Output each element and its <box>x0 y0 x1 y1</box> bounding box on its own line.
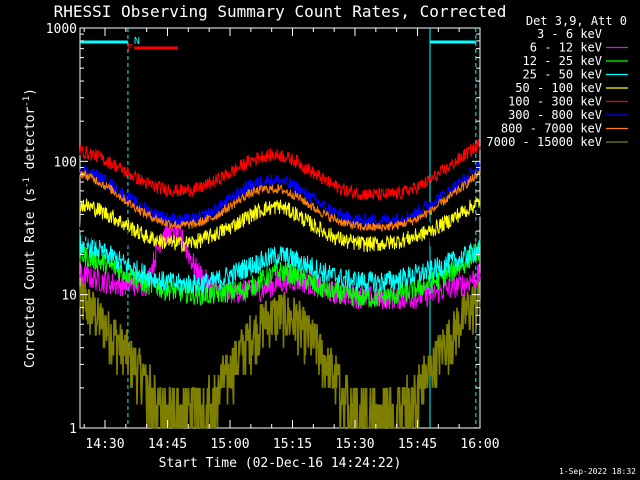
y-tick-label: 10 <box>61 289 77 304</box>
legend-label: 300 - 800 keV <box>508 108 602 122</box>
legend-title: Det 3,9, Att 0 <box>526 14 627 28</box>
series-line-black <box>79 202 481 253</box>
y-tick-label: 1000 <box>46 22 77 37</box>
legend-label: 800 - 7000 keV <box>501 122 602 136</box>
series-line-yellow <box>79 198 481 253</box>
legend-label: 7000 - 15000 keV <box>486 135 602 149</box>
legend-label: 100 - 300 keV <box>508 95 602 109</box>
x-ticks: 14:30 14:45 15:00 15:15 15:30 15:45 16:00 <box>83 28 500 452</box>
x-tick-label: 15:30 <box>335 437 374 452</box>
y-tick-label: 100 <box>54 155 77 170</box>
y-tick-label: 1 <box>69 422 77 437</box>
series-line-cyan <box>79 234 481 294</box>
flag-bars: NF <box>80 36 476 54</box>
footer-date: 1-Sep-2022 18:32 <box>559 467 636 476</box>
series-line-red <box>79 139 481 201</box>
x-tick-label: 16:00 <box>460 437 499 452</box>
x-tick-label: 15:45 <box>398 437 437 452</box>
legend-label: 25 - 50 keV <box>523 68 602 82</box>
legend-label: 12 - 25 keV <box>523 54 602 68</box>
series-layer <box>79 139 481 429</box>
flag-label-N: N <box>134 36 140 47</box>
legend-label: 6 - 12 keV <box>530 41 602 55</box>
x-tick-label: 15:15 <box>273 437 312 452</box>
legend-label: 3 - 6 keV <box>537 27 602 41</box>
y-axis-label: Corrected Count Rate (s-1 detector-1) <box>22 88 38 368</box>
series-line-olive <box>79 275 481 429</box>
y-axis-label-part-1: Corrected Count Rate (s <box>23 188 38 368</box>
y-ticks: 1 10 100 1000 <box>46 22 480 437</box>
y-axis-label-part-3: ) <box>23 88 38 96</box>
x-tick-label: 14:30 <box>85 437 124 452</box>
x-tick-label: 14:45 <box>148 437 187 452</box>
series-line-orange <box>79 169 481 232</box>
y-axis-label-exp-2: -1 <box>22 96 32 107</box>
flag-label-F: F <box>127 43 133 54</box>
y-axis-label-part-2: detector <box>23 107 38 178</box>
x-tick-label: 15:00 <box>210 437 249 452</box>
series-line-blue <box>79 160 481 228</box>
x-axis-label: Start Time (02-Dec-16 14:24:22) <box>159 456 402 471</box>
y-axis-label-exp-1: -1 <box>22 177 32 188</box>
legend-label: 50 - 100 keV <box>515 81 602 95</box>
chart-title: RHESSI Observing Summary Count Rates, Co… <box>54 2 507 21</box>
